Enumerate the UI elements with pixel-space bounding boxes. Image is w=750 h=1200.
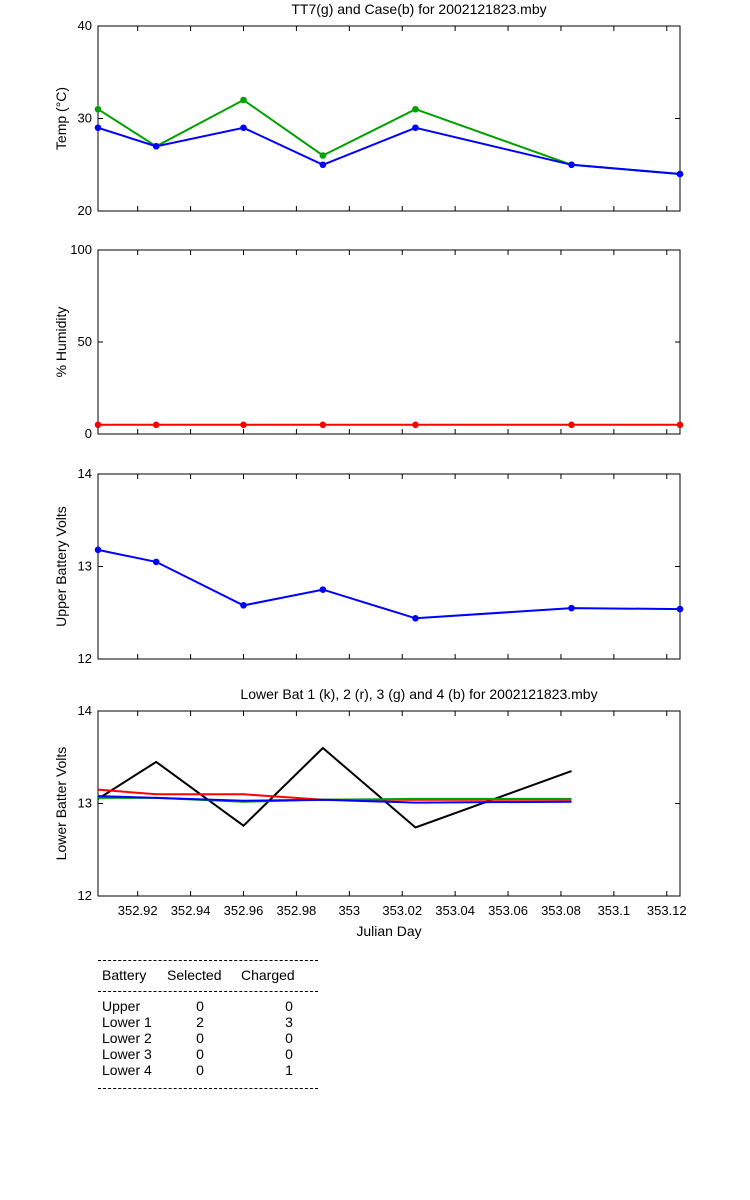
y-tick-label: 14 bbox=[78, 703, 92, 718]
plot-frame bbox=[97, 25, 681, 212]
table-top-rule bbox=[98, 960, 318, 961]
data-point bbox=[568, 604, 575, 612]
data-point bbox=[412, 124, 419, 132]
header-charged: Charged bbox=[241, 967, 295, 983]
data-point bbox=[412, 615, 419, 622]
x-tick-label: 353.12 bbox=[647, 903, 687, 918]
x-tick-label: 353.02 bbox=[382, 903, 422, 918]
battery-name: Lower 4 bbox=[102, 1062, 152, 1078]
chart-panel-3: 12 13 14 Upper Battery Volts bbox=[53, 466, 684, 666]
table-row: Lower 2 0 0 bbox=[98, 1030, 318, 1046]
battery-name: Lower 1 bbox=[102, 1014, 152, 1030]
data-point bbox=[319, 586, 327, 593]
y-tick-label: 30 bbox=[78, 111, 92, 126]
battery-name: Lower 3 bbox=[102, 1046, 152, 1062]
y-axis-label: Upper Battery Volts bbox=[53, 506, 69, 627]
charged-count: 0 bbox=[285, 1030, 293, 1046]
data-point bbox=[94, 421, 102, 429]
chart-title: Lower Bat 1 (k), 2 (r), 3 (g) and 4 (b) … bbox=[240, 686, 597, 702]
header-battery: Battery bbox=[102, 967, 147, 983]
series-line-case bbox=[97, 126, 681, 175]
series-line-lower-bat-4 bbox=[97, 795, 572, 804]
x-tick-label: 352.96 bbox=[224, 903, 264, 918]
table-row: Lower 1 2 3 bbox=[98, 1014, 318, 1030]
table-row: Upper 0 0 bbox=[98, 998, 318, 1014]
data-point bbox=[240, 124, 247, 132]
chart-panel-4: 12 13 14 352.92 352.94 352.96 352.98 353 353.02 3… bbox=[53, 686, 687, 939]
x-tick-label: 353.04 bbox=[435, 903, 475, 918]
x-tick-label: 353.1 bbox=[598, 903, 631, 918]
charged-count: 1 bbox=[285, 1062, 293, 1078]
y-axis-label: % Humidity bbox=[53, 307, 69, 378]
y-tick-label: 100 bbox=[70, 242, 92, 257]
table-row: Lower 3 0 0 bbox=[98, 1046, 318, 1062]
y-tick-label: 14 bbox=[78, 466, 92, 481]
selected-count: 0 bbox=[196, 1046, 204, 1062]
x-axis-label: Julian Day bbox=[356, 923, 421, 939]
table-row: Lower 4 0 1 bbox=[98, 1062, 318, 1078]
x-tick-label: 353 bbox=[338, 903, 360, 918]
selected-count: 2 bbox=[196, 1014, 204, 1030]
battery-summary-table: Battery Selected Charged Upper 0 0 Lower… bbox=[98, 960, 318, 1089]
y-tick-label: 13 bbox=[78, 796, 92, 811]
y-tick-label: 0 bbox=[85, 426, 92, 441]
selected-count: 0 bbox=[196, 1062, 204, 1078]
table-header-row: Battery Selected Charged bbox=[98, 966, 318, 984]
x-tick-label: 353.06 bbox=[488, 903, 528, 918]
table-header-rule bbox=[98, 991, 318, 992]
charged-count: 0 bbox=[285, 1046, 293, 1062]
series-line-upper-battery bbox=[97, 548, 681, 620]
battery-name: Lower 2 bbox=[102, 1030, 152, 1046]
data-point bbox=[676, 605, 684, 613]
y-tick-label: 40 bbox=[78, 18, 92, 33]
charged-count: 3 bbox=[285, 1014, 293, 1030]
x-tick-label: 353.08 bbox=[541, 903, 581, 918]
y-tick-label: 13 bbox=[78, 559, 92, 574]
y-tick-label: 20 bbox=[78, 203, 92, 218]
data-point bbox=[240, 96, 247, 104]
data-point bbox=[319, 161, 327, 169]
data-point bbox=[676, 170, 684, 178]
series-line-lower-bat-1 bbox=[97, 746, 572, 829]
chart-panel-1: 20 30 40 TT7(g) and Case(b) for 2002121823.… bbox=[53, 1, 684, 218]
y-tick-label: 12 bbox=[78, 888, 92, 903]
y-axis-label: Lower Batter Volts bbox=[53, 747, 69, 861]
plot-frame bbox=[97, 473, 681, 660]
data-point bbox=[152, 142, 160, 150]
series-line-tt7 bbox=[97, 98, 681, 175]
table-body: Upper 0 0 Lower 1 2 3 Lower 2 0 0 Lower … bbox=[98, 998, 318, 1078]
y-tick-label: 50 bbox=[78, 334, 92, 349]
data-point bbox=[94, 124, 102, 132]
chart-title: TT7(g) and Case(b) for 2002121823.mby bbox=[291, 1, 546, 17]
data-point bbox=[152, 421, 160, 429]
charged-count: 0 bbox=[285, 998, 293, 1014]
y-axis-label: Temp (°C) bbox=[53, 87, 69, 150]
table-bottom-rule bbox=[98, 1088, 318, 1089]
x-tick-label: 352.94 bbox=[171, 903, 211, 918]
data-point bbox=[94, 546, 102, 554]
figure: 20 30 40 TT7(g) and Case(b) for 2002121823.… bbox=[53, 1, 687, 939]
data-point bbox=[240, 421, 247, 429]
x-tick-label: 352.92 bbox=[118, 903, 158, 918]
data-point bbox=[240, 602, 247, 609]
data-point bbox=[412, 105, 419, 113]
data-point bbox=[412, 421, 419, 429]
y-tick-label: 12 bbox=[78, 651, 92, 666]
data-point bbox=[568, 421, 575, 429]
plot-frame bbox=[97, 249, 681, 435]
data-point bbox=[319, 152, 327, 159]
data-point bbox=[676, 421, 684, 429]
header-selected: Selected bbox=[167, 967, 222, 983]
selected-count: 0 bbox=[196, 998, 204, 1014]
data-point bbox=[568, 161, 575, 169]
data-point bbox=[94, 105, 102, 113]
data-point bbox=[152, 558, 160, 566]
x-tick-label: 352.98 bbox=[277, 903, 317, 918]
data-point bbox=[319, 421, 327, 429]
selected-count: 0 bbox=[196, 1030, 204, 1046]
battery-name: Upper bbox=[102, 998, 141, 1014]
chart-panel-2: 0 50 100 % Humidity bbox=[53, 242, 684, 441]
